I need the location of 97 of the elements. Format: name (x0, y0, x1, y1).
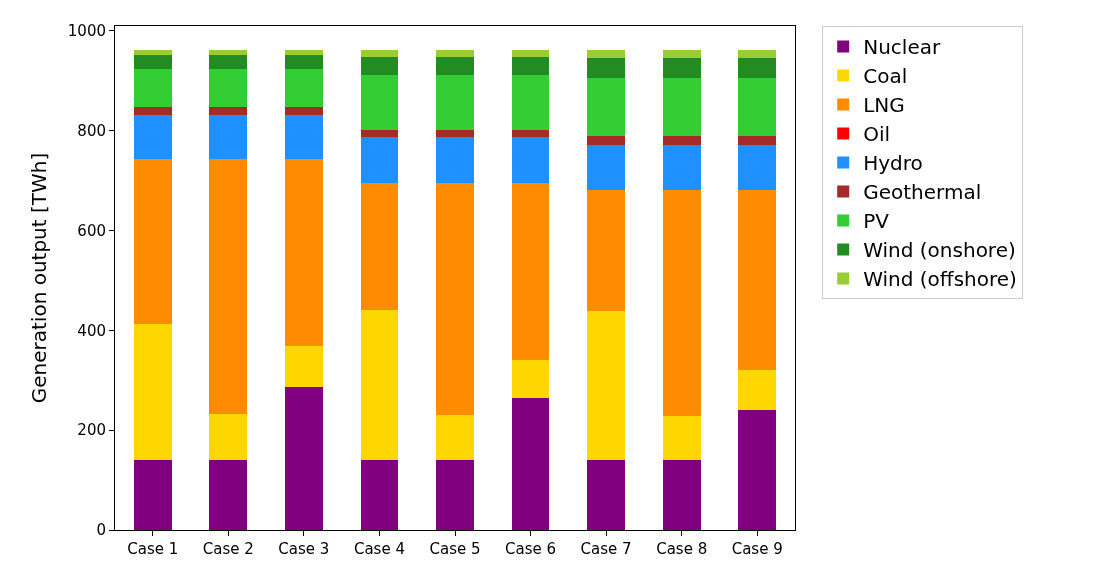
bar (511, 359, 550, 398)
bar (587, 49, 625, 58)
bar (738, 144, 777, 191)
bar (738, 190, 777, 370)
y-tick-label: 1000 (67, 22, 106, 41)
bar (360, 309, 399, 461)
bar (662, 416, 701, 461)
y-tick-label: 200 (77, 421, 106, 440)
bar (662, 57, 701, 78)
bar (436, 74, 474, 130)
bar (133, 114, 172, 160)
x-tick-label: Case 6 (505, 540, 557, 558)
bar (738, 57, 777, 78)
bar (662, 49, 701, 58)
bar (587, 310, 625, 461)
bar (209, 114, 248, 160)
bar (436, 183, 474, 416)
bar (285, 54, 323, 69)
bar (436, 136, 474, 184)
legend-label: Geothermal (863, 180, 982, 205)
bar (360, 136, 399, 184)
bar (360, 183, 399, 310)
bar (587, 57, 625, 78)
bar (436, 460, 474, 530)
bar (587, 135, 625, 145)
bar (285, 345, 323, 387)
legend-label: Hydro (863, 151, 923, 176)
bar (360, 129, 399, 137)
bar (662, 135, 701, 145)
legend-label: Nuclear (863, 35, 941, 60)
bar (511, 397, 550, 530)
bar (662, 190, 701, 417)
legend-label: PV (863, 209, 890, 234)
legend-label: Oil (863, 122, 891, 147)
bar (587, 144, 625, 191)
bar (436, 415, 474, 461)
bar (511, 136, 550, 184)
bar (738, 77, 777, 136)
bar (511, 74, 550, 130)
bar (587, 77, 625, 136)
x-tick-label: Case 4 (353, 540, 405, 558)
bar (209, 460, 248, 530)
bar (511, 56, 550, 75)
bar (133, 106, 172, 115)
y-tick-label: 800 (77, 122, 106, 141)
bar (133, 49, 172, 55)
legend-label: LNG (863, 93, 905, 118)
bar (738, 409, 777, 530)
bar (511, 183, 550, 360)
y-tick-label: 400 (77, 321, 106, 340)
bar (511, 129, 550, 137)
x-tick-label: Case 9 (731, 540, 783, 558)
bar (285, 106, 323, 115)
bar (436, 49, 474, 57)
bar (360, 460, 399, 530)
bar (209, 49, 248, 55)
bar (738, 49, 777, 58)
bar (209, 106, 248, 115)
bar (511, 49, 550, 57)
bar (360, 74, 399, 130)
bar (209, 414, 248, 461)
bar (133, 159, 172, 324)
bar (285, 68, 323, 107)
bar (360, 56, 399, 75)
bar (209, 68, 248, 107)
bar (436, 129, 474, 137)
bar (209, 54, 248, 69)
bar (738, 135, 777, 145)
bar (738, 369, 777, 410)
bar (133, 54, 172, 69)
bar (587, 190, 625, 311)
y-tick-label: 600 (77, 221, 106, 240)
bar (209, 159, 248, 415)
x-tick-label: Case 3 (278, 540, 330, 558)
bar (285, 49, 323, 55)
bar (587, 460, 625, 530)
legend-label: Wind (onshore) (863, 238, 1016, 263)
x-tick-label: Case 1 (127, 540, 179, 558)
bar (662, 460, 701, 530)
bar (662, 144, 701, 191)
legend-label: Coal (863, 64, 908, 89)
x-tick-label: Case 8 (656, 540, 708, 558)
bar (133, 460, 172, 530)
legend-label: Wind (offshore) (863, 267, 1017, 292)
y-axis-title: Generation output [TWh] (27, 152, 52, 404)
bar (285, 159, 323, 346)
bar (133, 323, 172, 461)
bar (285, 114, 323, 160)
bar (360, 49, 399, 57)
y-tick-label: 0 (96, 521, 106, 540)
bar (133, 68, 172, 107)
bar (662, 77, 701, 136)
x-tick-label: Case 2 (202, 540, 254, 558)
bar (436, 56, 474, 75)
x-tick-label: Case 7 (580, 540, 632, 558)
x-tick-label: Case 5 (429, 540, 481, 558)
bar (285, 386, 323, 530)
